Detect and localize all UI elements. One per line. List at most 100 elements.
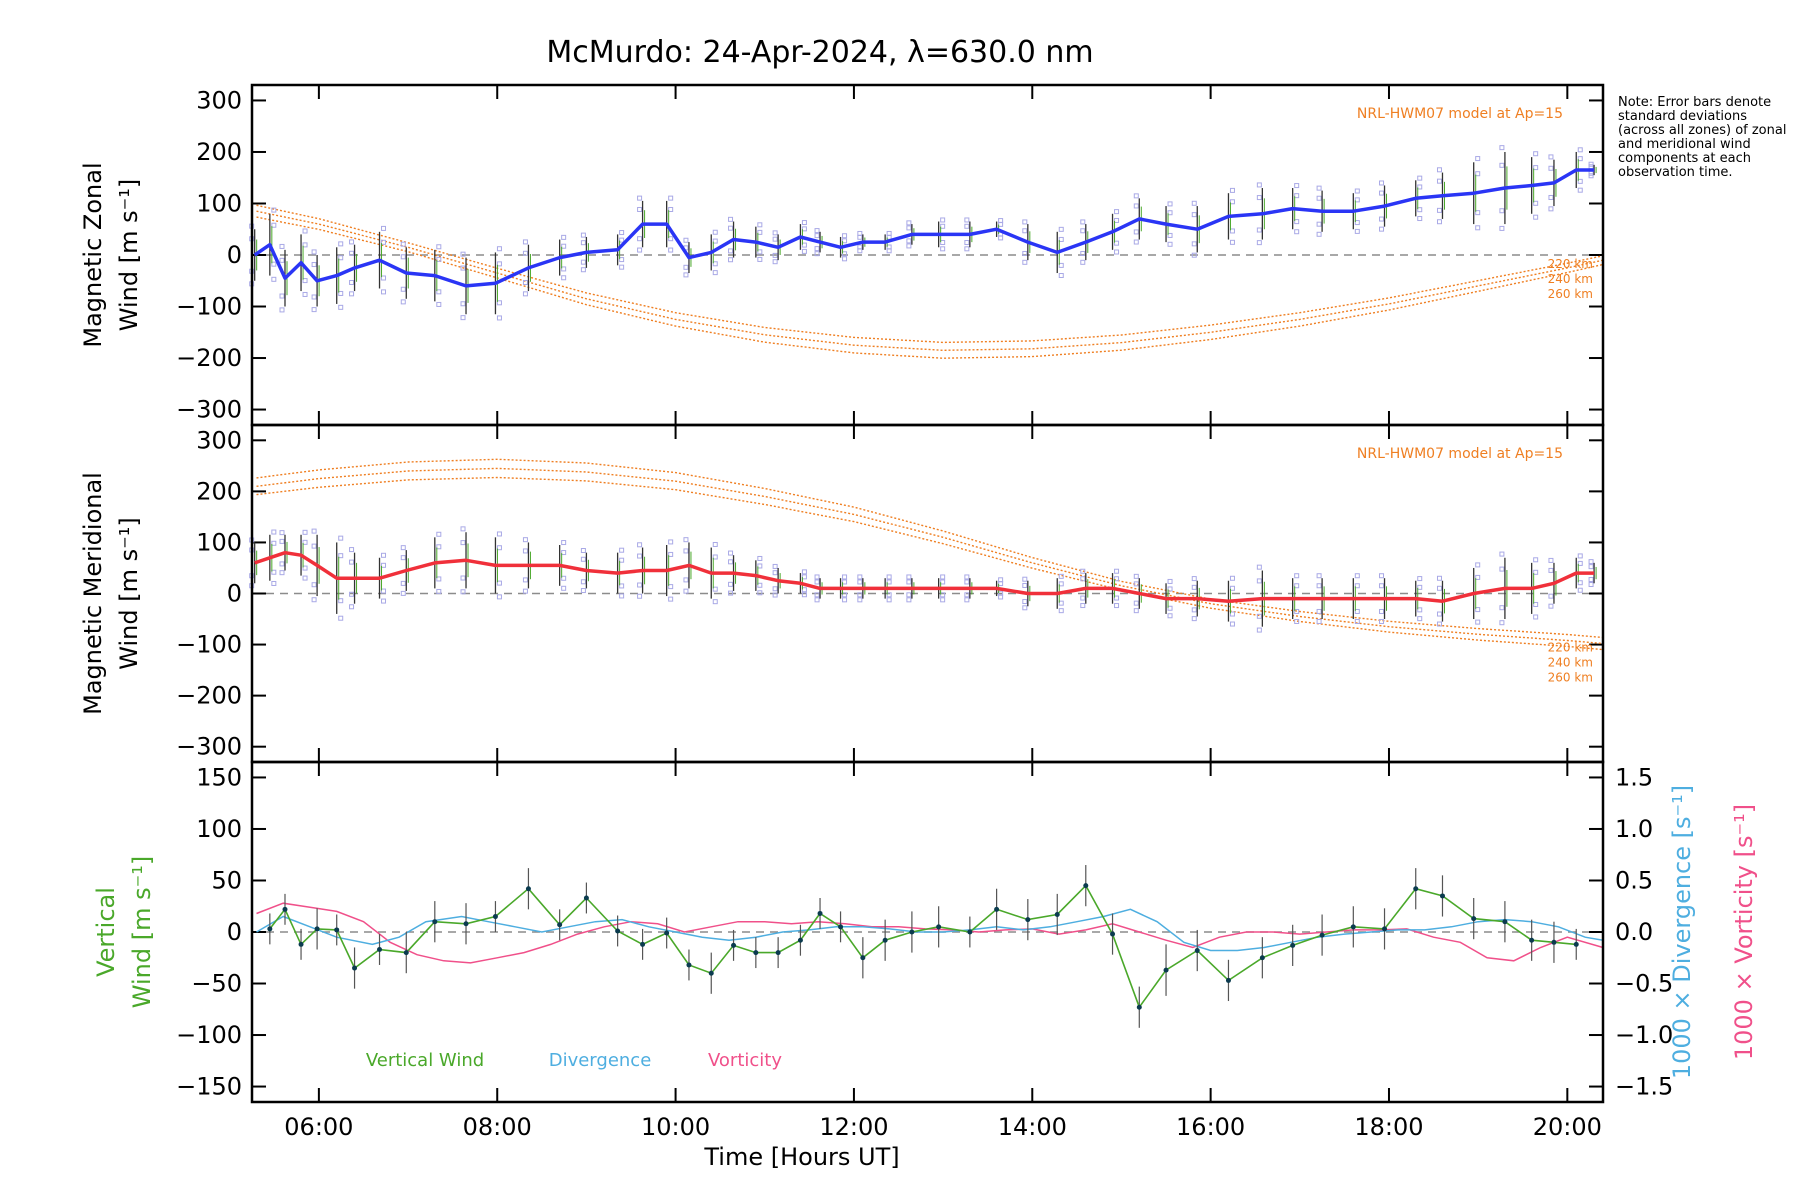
divergence-line [256,908,1604,952]
model-altitude-label: 240 km [1548,272,1593,286]
legend-entry: Vertical Wind [366,1050,484,1071]
vorticity-axis-text: 1000 × Vorticity [s⁻¹] [1730,804,1758,1060]
vertical-wind-point [664,930,670,936]
zone-square [271,276,277,282]
zone-square [1114,240,1120,246]
zone-square [1548,567,1554,573]
zone-square [1229,239,1235,245]
zone-square [1114,568,1120,574]
zone-square [814,251,820,257]
zone-square [757,582,763,588]
y2-tick-label: 1.5 [1615,763,1653,791]
zone-square [964,223,970,229]
y2-tick-label: −0.5 [1615,970,1673,998]
zone-square [436,544,442,550]
zone-square [1294,183,1300,189]
zone-square [1229,585,1235,591]
zone-square [302,228,308,234]
zone-square [1577,178,1583,184]
zone-square [1229,621,1235,627]
zone-square [712,270,718,276]
zone-square [842,256,848,262]
zone-square [712,541,718,547]
vertical-wind-point [267,926,273,932]
vertical-wind-point [1194,948,1200,954]
x-tick-label: 12:00 [819,1113,888,1141]
zone-square [940,579,946,585]
zone-square [1499,566,1505,572]
zone-square [1577,580,1583,586]
zone-square [561,243,567,249]
zone-square [1058,273,1064,279]
zone-square [728,248,734,254]
x-tick-label: 08:00 [463,1113,532,1141]
zone-square [619,237,625,243]
zone-square [1475,607,1481,613]
zone-square [1475,171,1481,177]
zone-square [1436,585,1442,591]
zone-square [1417,184,1423,190]
y-axis-label-line2: Wind [m s⁻¹] [128,856,156,1008]
zone-square [1133,229,1139,235]
zone-square [637,593,643,599]
y-tick-label: −200 [176,344,242,372]
zone-square [311,582,317,588]
legend-entry: Vorticity [708,1050,782,1071]
zone-square [1294,618,1300,624]
zone-square [271,222,277,228]
zone-square [1167,201,1173,207]
zone-square [637,247,643,253]
zone-square [1436,611,1442,617]
zone-square [580,232,586,238]
zone-square [772,236,778,242]
zone-square [1229,228,1235,234]
y-axis-label: Vertical Wind [m s⁻¹] [92,856,156,1008]
zone-square [1114,217,1120,223]
zone-square [906,220,912,226]
zone-square [1080,576,1086,582]
zone-square [1417,175,1423,181]
panel-zonal: 300 200 100 0 −100 −200 −300 Magnetic Zonal Wind… [79,83,1605,427]
zone-square [1229,199,1235,205]
zone-square [1533,569,1539,575]
zone-square [1256,227,1262,233]
zone-square [814,579,820,585]
y-axis-label-line1: Vertical [92,887,120,977]
y-axis-label: Magnetic Meridional Wind [m s⁻¹] [79,472,143,715]
zone-square [561,585,567,591]
zone-square [349,604,355,610]
x-axis-label: Time [Hours UT] [703,1143,899,1171]
zone-square [349,279,355,285]
zone-square [1080,250,1086,256]
zone-square [668,596,674,602]
zone-square [1058,262,1064,268]
zone-square [801,226,807,232]
panels: 300 200 100 0 −100 −200 −300 Magnetic Zonal Wind… [79,83,1758,1104]
zone-square [619,264,625,270]
y-tick-label: 200 [196,477,242,505]
zone-square [349,559,355,565]
zone-square [1548,154,1554,160]
x-tick-label: 14:00 [998,1113,1067,1141]
model-curve [256,476,1604,651]
zone-square [522,537,528,543]
zone-square [1294,608,1300,614]
zone-square [801,242,807,248]
zone-square [1080,228,1086,234]
zone-square [1133,600,1139,606]
zone-square [1548,206,1554,212]
zone-square [1294,193,1300,199]
zone-square [1191,212,1197,218]
zone-square [1294,573,1300,579]
zone-square [1588,170,1594,176]
model-curve [256,467,1604,645]
zone-square [1133,193,1139,199]
zone-square [1533,165,1539,171]
zone-square [814,592,820,598]
zone-square [814,574,820,580]
zone-square [311,543,317,549]
zone-square [522,548,528,554]
zone-square [712,238,718,244]
zone-square [814,597,820,603]
x-tick-label: 06:00 [284,1113,353,1141]
